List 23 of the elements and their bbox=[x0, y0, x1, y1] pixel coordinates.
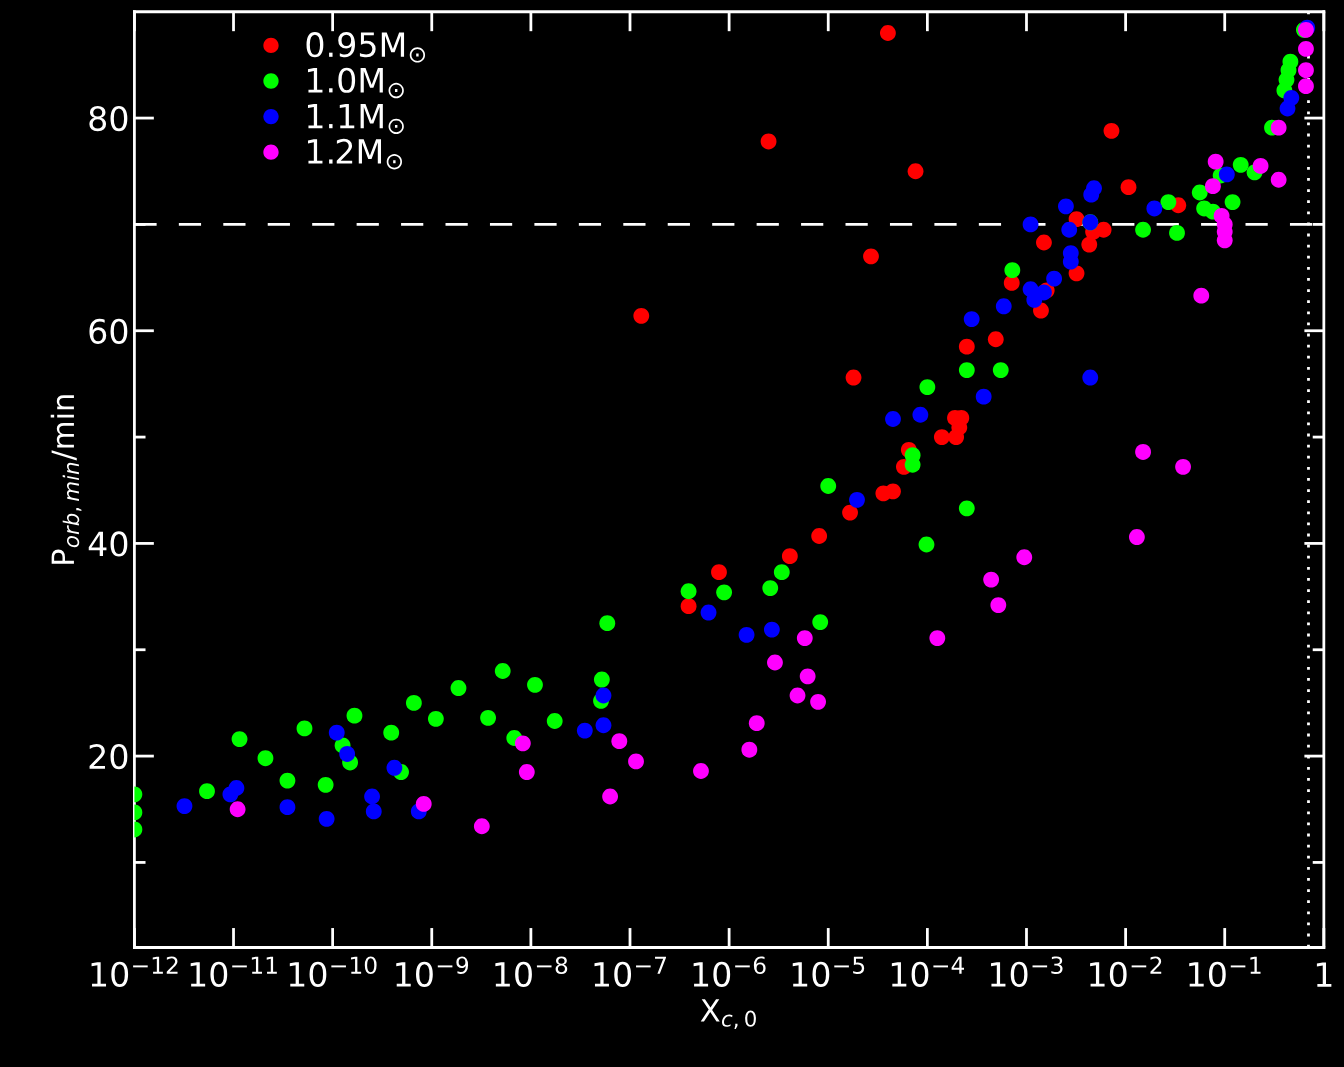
x-tick-label: 10$^{−2}$ bbox=[1090, 956, 1162, 987]
y-tick-label: 60 bbox=[89, 318, 128, 344]
x-tick-label: 1 bbox=[1316, 962, 1332, 987]
x-tick-label: 10$^{−9}$ bbox=[396, 956, 469, 987]
x-tick-label: 10$^{−8}$ bbox=[495, 956, 568, 987]
legend-label: 1.2M$_{⊙}$ bbox=[307, 138, 402, 170]
x-tick-label: 10$^{−10}$ bbox=[289, 956, 377, 987]
x-tick-label: 10$^{−7}$ bbox=[594, 956, 666, 987]
x-tick-label: 10$^{−3}$ bbox=[990, 956, 1063, 987]
x-axis-title: X$_{c,0}$ bbox=[700, 999, 756, 1029]
x-tick-label: 10$^{−4}$ bbox=[891, 956, 965, 987]
y-axis-title: P$_{orb,min}$/min bbox=[50, 395, 82, 564]
x-tick-label: 10$^{−12}$ bbox=[91, 956, 178, 987]
x-tick-label: 10$^{−6}$ bbox=[693, 956, 766, 987]
legend-label: 0.95M$_{⊙}$ bbox=[306, 32, 426, 63]
legend-label: 1.0M$_{⊙}$ bbox=[307, 67, 404, 99]
x-tick-label: 10$^{−1}$ bbox=[1189, 956, 1261, 987]
x-tick-label: 10$^{−11}$ bbox=[190, 956, 277, 987]
legend-label: 1.1M$_{⊙}$ bbox=[307, 103, 404, 135]
y-tick-label: 80 bbox=[89, 106, 128, 132]
x-tick-label: 10$^{−5}$ bbox=[792, 956, 865, 987]
y-tick-label: 40 bbox=[88, 531, 128, 557]
y-tick-label: 20 bbox=[89, 744, 128, 770]
